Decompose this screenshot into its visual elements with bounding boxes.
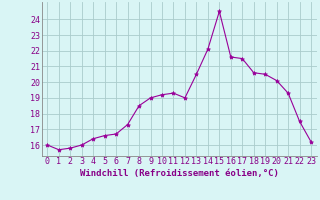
X-axis label: Windchill (Refroidissement éolien,°C): Windchill (Refroidissement éolien,°C) (80, 169, 279, 178)
